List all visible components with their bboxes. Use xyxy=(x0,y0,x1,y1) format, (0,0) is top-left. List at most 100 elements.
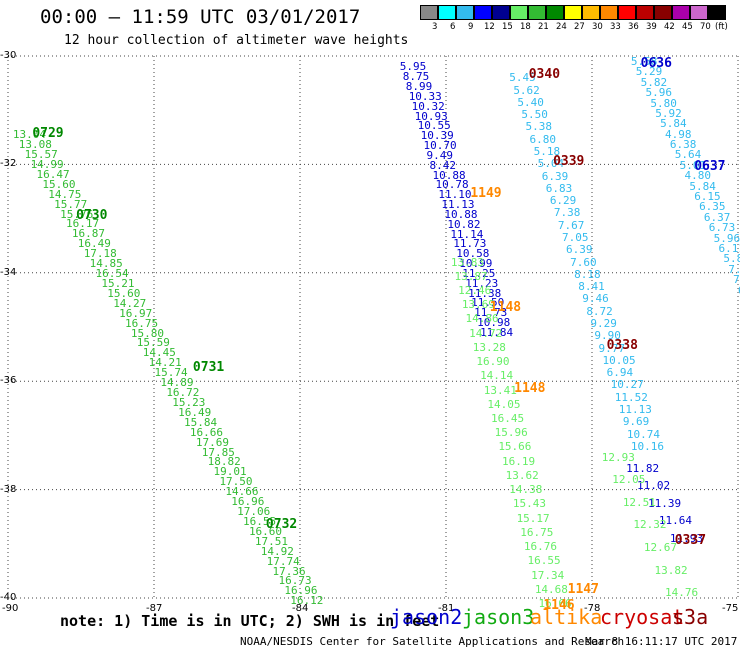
swh-value: 16.96 xyxy=(231,495,265,509)
swh-value: 6.39 xyxy=(541,169,569,183)
page-subtitle: 12 hour collection of altimeter wave hei… xyxy=(64,33,409,48)
swh-value: 10.99 xyxy=(459,257,493,271)
swh-value: 10.58 xyxy=(456,247,490,261)
swh-value: 14.99 xyxy=(30,157,64,171)
swh-value: 14.75 xyxy=(48,187,82,201)
color-swatch xyxy=(420,5,438,20)
satellite-s3a: s3a xyxy=(672,605,709,629)
swh-value: 16.60 xyxy=(248,524,283,538)
swh-value: 14.68 xyxy=(534,582,568,596)
pass-time-label: 1146 xyxy=(543,598,575,613)
swh-value: 6.39 xyxy=(566,243,593,257)
swh-value: 17.74 xyxy=(266,554,300,568)
swh-value: 17.06 xyxy=(237,505,271,519)
color-swatch xyxy=(708,5,726,20)
swh-value: 15.43 xyxy=(512,497,547,511)
pass-time-label: 0338 xyxy=(606,337,638,353)
color-scale-label: 18 xyxy=(520,22,531,32)
swh-value: 15.96 xyxy=(494,426,528,440)
swh-value: 16.55 xyxy=(527,554,561,568)
swh-value: 8.42 xyxy=(429,158,457,172)
swh-value: 16.73 xyxy=(278,574,312,588)
swh-value: 8.72 xyxy=(586,304,613,318)
lat-tick-label: -40 xyxy=(0,592,17,603)
swh-value: 5.29 xyxy=(635,65,663,79)
swh-value: 6.11 xyxy=(718,241,740,255)
color-scale-label: 30 xyxy=(592,22,603,32)
page-title: 00:00 — 11:59 UTC 03/01/2017 xyxy=(40,6,361,28)
swh-value: 16.54 xyxy=(95,267,129,280)
lon-tick-label: -75 xyxy=(722,603,739,614)
color-swatch xyxy=(456,5,474,20)
pass-time-label: 1149 xyxy=(470,186,502,202)
swh-value: 13.62 xyxy=(505,468,539,482)
swh-value: 17.50 xyxy=(219,475,253,489)
swh-value: 10.88 xyxy=(444,207,478,221)
pass-time-label: 0339 xyxy=(553,153,585,169)
swh-value: 12.32 xyxy=(633,518,667,532)
swh-value: 11.02 xyxy=(637,479,671,493)
pass-time-label: 0732 xyxy=(265,516,298,532)
swh-value: 9.77 xyxy=(598,341,625,355)
lat-tick-label: -34 xyxy=(0,266,17,278)
swh-value: 6.83 xyxy=(545,181,573,195)
swh-value: 14.05 xyxy=(487,397,521,411)
swh-value: 5.62 xyxy=(513,83,540,97)
color-scale-label: 9 xyxy=(468,22,474,32)
swh-value: 12.51 xyxy=(622,495,656,509)
swh-value: 4.98 xyxy=(665,127,692,141)
color-scale-label: 42 xyxy=(664,22,675,32)
color-scale-label: (ft) xyxy=(715,22,728,32)
swh-value: 5.01 xyxy=(679,158,707,172)
color-scale-label: 39 xyxy=(646,22,657,32)
swh-value: 15.17 xyxy=(516,511,550,525)
lat-tick-label: -30 xyxy=(0,50,17,61)
swh-value: 15.23 xyxy=(172,395,206,409)
swh-value: 11.64 xyxy=(658,514,693,528)
swh-value: 14.45 xyxy=(142,346,176,360)
swh-value: 11.10 xyxy=(438,188,472,202)
swh-value: 10.39 xyxy=(420,129,454,143)
swh-value: 6.89 xyxy=(738,285,740,296)
color-swatch xyxy=(582,5,600,20)
swh-value: 10.74 xyxy=(626,427,660,441)
swh-value: 11.38 xyxy=(468,286,502,300)
pass-time-label: 0636 xyxy=(640,56,672,71)
satellite-altika: altika xyxy=(530,605,603,629)
swh-value: 19.01 xyxy=(213,465,247,479)
swh-value: 15.77 xyxy=(54,197,88,211)
lat-tick-label: -38 xyxy=(0,483,17,495)
lon-tick-label: -90 xyxy=(2,603,19,614)
swh-value: 11.13 xyxy=(618,402,652,416)
swh-value: 11.50 xyxy=(471,296,505,310)
swh-value: 11.52 xyxy=(614,390,648,404)
swh-value: 5.50 xyxy=(521,108,548,122)
swh-value: 7.68 xyxy=(733,273,740,287)
swh-value: 5.84 xyxy=(689,179,716,193)
swh-value: 11.73 xyxy=(474,306,508,320)
color-scale-label: 36 xyxy=(628,22,639,32)
swh-value: 10.16 xyxy=(630,439,665,453)
swh-value: 12.05 xyxy=(612,473,646,487)
swh-value: 11.39 xyxy=(647,496,682,510)
color-swatch xyxy=(528,5,546,20)
swh-value: 6.38 xyxy=(669,138,697,152)
pass-time-label: 1148 xyxy=(514,381,546,397)
swh-value: 5.92 xyxy=(655,106,682,120)
swh-value: 10.98 xyxy=(477,316,511,330)
swh-value: 14.92 xyxy=(260,544,294,558)
swh-value: 18.82 xyxy=(207,455,241,469)
swh-value: 16.19 xyxy=(501,454,536,468)
swh-value: 13.83 xyxy=(450,255,484,269)
swh-value: 16.75 xyxy=(520,525,554,539)
swh-value: 16.49 xyxy=(178,405,212,419)
swh-value: 6.73 xyxy=(708,221,736,235)
swh-value: 5.40 xyxy=(517,95,544,109)
color-swatch xyxy=(474,5,492,20)
pass-time-label: 0637 xyxy=(694,158,726,174)
pass-time-label: 0730 xyxy=(76,207,108,223)
swh-value: 7.38 xyxy=(553,206,581,220)
swh-value: 13.69 xyxy=(461,298,495,312)
swh-value: 6.80 xyxy=(529,132,557,146)
